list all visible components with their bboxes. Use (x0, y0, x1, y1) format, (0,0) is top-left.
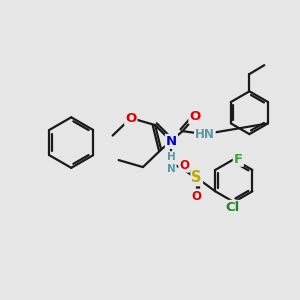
Text: O: O (189, 110, 201, 123)
Text: O: O (192, 190, 202, 202)
Text: O: O (179, 159, 189, 172)
Text: H
N: H N (167, 152, 176, 174)
Text: S: S (191, 170, 202, 185)
Text: HN: HN (195, 128, 215, 141)
Text: O: O (125, 112, 136, 124)
Text: N: N (166, 135, 177, 148)
Text: Cl: Cl (225, 201, 239, 214)
Text: F: F (234, 153, 243, 166)
